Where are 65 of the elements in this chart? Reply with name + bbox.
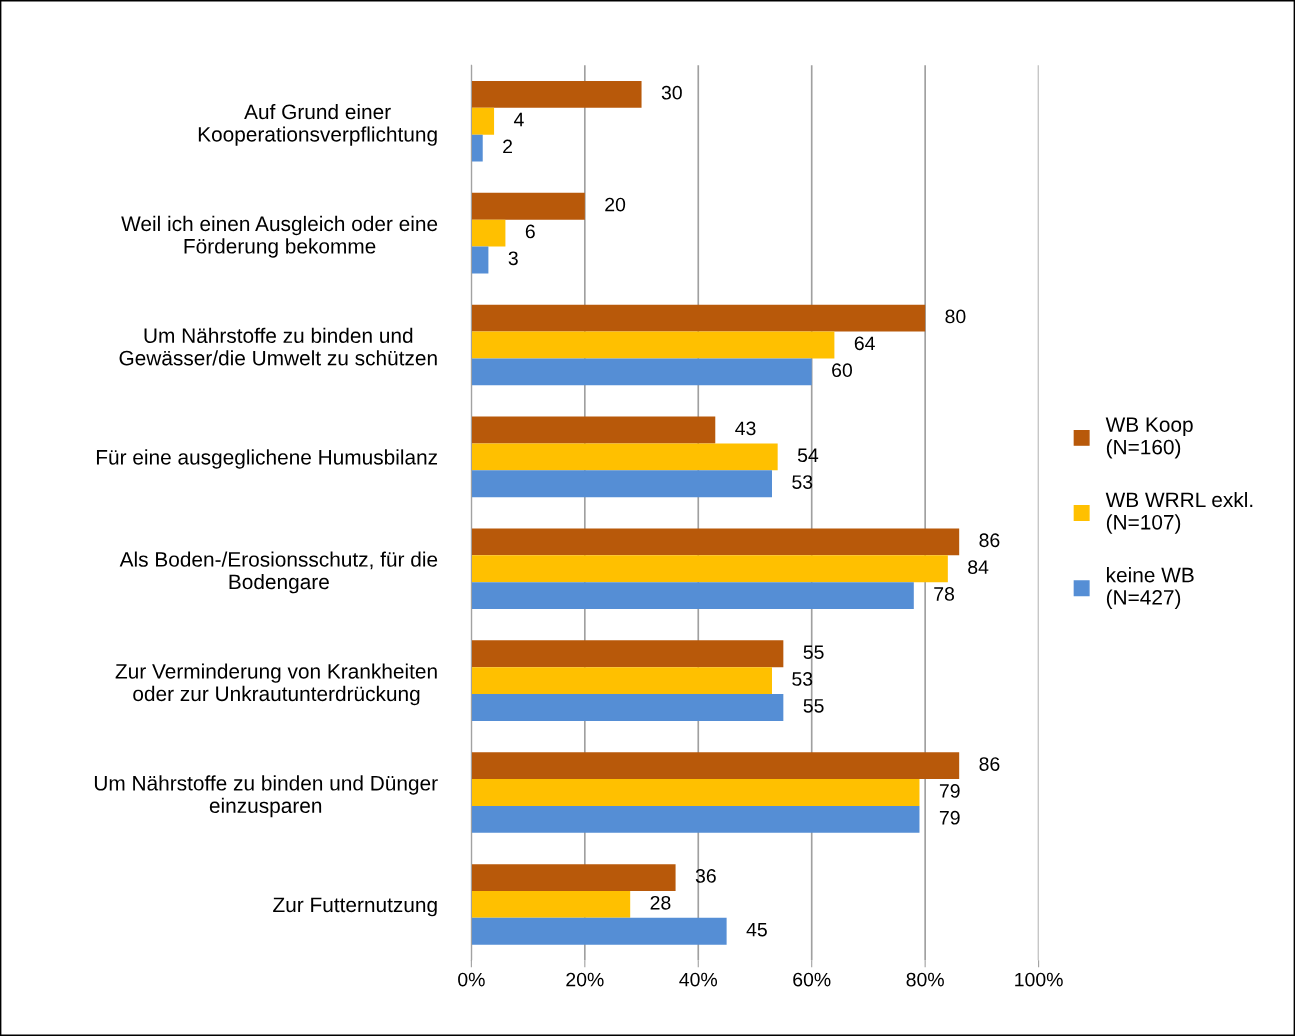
data-label: 54 — [797, 448, 819, 463]
x-tick-label: 40% — [679, 972, 718, 987]
bar — [471, 134, 483, 162]
bar — [471, 192, 585, 220]
bar — [471, 667, 772, 695]
x-tick-label: 20% — [566, 972, 604, 987]
y-tick-label: Um Nährstoffe zu binden und Gewässer/die Umwelt zu schützen — [119, 327, 437, 366]
data-label: 86 — [979, 533, 1000, 548]
data-label: 79 — [939, 783, 960, 798]
data-label: 60 — [832, 363, 853, 378]
data-label: 79 — [939, 810, 960, 825]
legend-label: WB WRRL exkl. (N=107) — [1105, 491, 1253, 534]
x-tick-label: 0% — [458, 972, 485, 987]
data-label: 53 — [792, 672, 813, 686]
data-label: 20 — [605, 197, 626, 212]
y-tick-label: Zur Futternutzung — [273, 897, 437, 917]
bar — [471, 443, 778, 471]
bar — [471, 107, 495, 135]
y-tick-label: Um Nährstoffe zu binden und Dünger einzusparen — [94, 775, 438, 818]
bar — [471, 694, 784, 721]
data-label: 3 — [508, 251, 518, 266]
legend-label: WB Koop (N=160) — [1105, 417, 1193, 459]
data-label: 43 — [735, 421, 756, 436]
data-label: 55 — [803, 645, 824, 660]
data-label: 30 — [661, 85, 682, 100]
data-label: 45 — [746, 922, 767, 937]
bar — [471, 80, 642, 108]
bar — [471, 752, 960, 780]
bar — [471, 304, 926, 332]
data-label: 84 — [968, 560, 989, 574]
y-tick-label: Weil ich einen Ausgleich oder eine Förderung bekomme — [121, 215, 438, 258]
y-tick-label: Für eine ausgeglichene Humusbilanz — [96, 449, 438, 469]
legend-label: keine WB (N=427) — [1106, 567, 1194, 609]
bar — [471, 331, 835, 359]
bar — [471, 470, 772, 498]
data-label: 6 — [525, 224, 535, 239]
data-label: 55 — [803, 699, 824, 713]
bar — [471, 416, 716, 444]
bar — [471, 891, 631, 918]
bar — [471, 582, 914, 610]
data-label: 36 — [695, 869, 716, 883]
bar — [471, 555, 948, 583]
data-label: 78 — [934, 587, 955, 601]
data-label: 28 — [650, 895, 671, 910]
bar — [471, 358, 812, 386]
data-label: 4 — [513, 112, 524, 127]
y-tick-label: Auf Grund einer Kooperationsverpflichtung — [198, 103, 437, 146]
bar — [471, 779, 920, 806]
y-tick-label: Zur Verminderung von Krankheiten oder zur Unkrautunterdrückung — [115, 663, 437, 706]
x-tick-label: 80% — [906, 972, 944, 987]
data-label: 53 — [792, 475, 813, 489]
bar — [471, 528, 960, 556]
data-label: 86 — [979, 757, 1000, 771]
data-label: 2 — [503, 139, 513, 154]
bar — [471, 864, 676, 891]
x-tick-label: 60% — [793, 972, 831, 987]
y-tick-label: Als Boden-/Erosionsschutz, für die Bodengare — [119, 551, 438, 594]
data-label: 64 — [854, 336, 875, 351]
bar — [471, 246, 489, 274]
bar — [471, 805, 920, 833]
bar — [471, 917, 727, 945]
bar — [471, 640, 784, 668]
bar — [471, 219, 506, 247]
x-tick-label: 100% — [1015, 972, 1063, 987]
data-label: 80 — [945, 309, 966, 324]
